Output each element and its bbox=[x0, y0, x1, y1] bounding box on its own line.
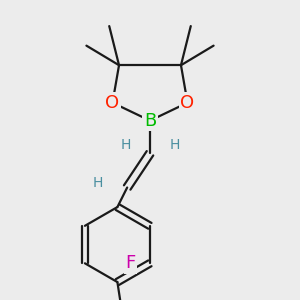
Text: B: B bbox=[144, 112, 156, 130]
Text: O: O bbox=[180, 94, 195, 112]
Text: H: H bbox=[169, 138, 180, 152]
Text: F: F bbox=[125, 254, 135, 272]
Text: H: H bbox=[120, 138, 131, 152]
Text: O: O bbox=[105, 94, 120, 112]
Text: H: H bbox=[93, 176, 103, 190]
